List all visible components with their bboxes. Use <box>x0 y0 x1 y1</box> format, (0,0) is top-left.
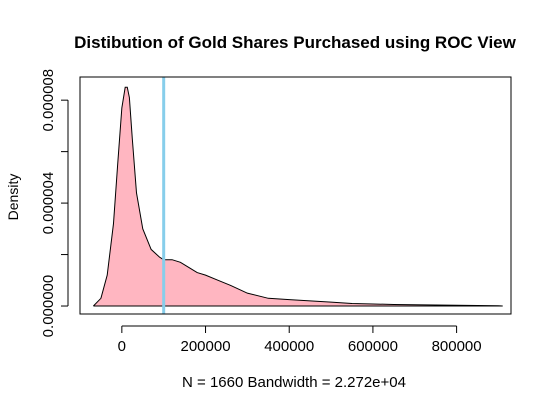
x-tick-label-4: 800000 <box>432 338 482 355</box>
chart-title: Distibution of Gold Shares Purchased usi… <box>74 33 517 52</box>
x-tick-label-3: 600000 <box>348 338 398 355</box>
y-tick-label-2: 0.000004 <box>40 172 57 235</box>
x-axis-label: N = 1660 Bandwidth = 2.272e+04 <box>182 374 406 391</box>
plot-border <box>79 76 512 315</box>
x-tick-label-0: 0 <box>118 338 126 355</box>
x-tick-label-1: 200000 <box>181 338 231 355</box>
density-line <box>93 86 503 307</box>
y-axis: 0.000000 0.000004 0.000008 <box>40 69 69 338</box>
x-axis: 0 200000 400000 600000 800000 <box>118 325 482 355</box>
density-area <box>93 87 503 307</box>
y-tick-label-0: 0.000000 <box>40 275 57 338</box>
y-tick-label-4: 0.000008 <box>40 69 57 132</box>
x-tick-label-2: 400000 <box>264 338 314 355</box>
plot-area <box>79 76 512 315</box>
y-axis-label: Density <box>5 174 21 221</box>
